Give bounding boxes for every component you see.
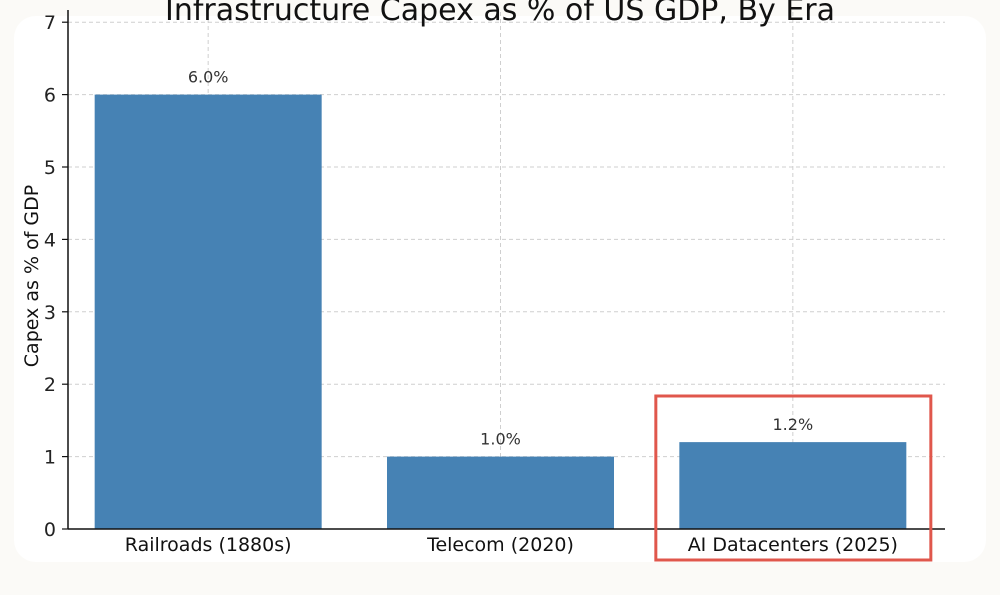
y-tick-label: 1 [44, 447, 56, 469]
y-tick-label: 0 [44, 519, 56, 541]
data-labels: 6.0% 1.0% 1.2% [188, 68, 813, 449]
category-label: Railroads (1880s) [125, 534, 292, 556]
category-label: AI Datacenters (2025) [688, 534, 898, 556]
y-tick-labels: 0 1 2 3 4 5 6 7 [44, 12, 56, 541]
axes [62, 10, 945, 530]
y-axis-title: Capex as % of GDP [21, 185, 43, 367]
data-label: 1.2% [773, 415, 814, 434]
y-tick-label: 2 [44, 374, 56, 396]
y-tick-label: 5 [44, 157, 56, 179]
highlight-box [654, 394, 933, 562]
x-tick-labels: Railroads (1880s) Telecom (2020) AI Datace… [125, 534, 898, 556]
y-tick-label: 4 [44, 229, 56, 251]
y-tick-label: 7 [44, 12, 56, 34]
bar [94, 94, 322, 529]
data-label: 1.0% [480, 430, 521, 449]
bar [679, 442, 907, 529]
category-label: Telecom (2020) [426, 534, 574, 556]
bars [94, 94, 907, 529]
chart-title: Infrastructure Capex as % of US GDP, By … [165, 0, 835, 28]
bar [387, 456, 614, 529]
y-tick-label: 3 [44, 302, 56, 324]
y-tick-label: 6 [44, 85, 56, 107]
data-label: 6.0% [188, 68, 229, 87]
